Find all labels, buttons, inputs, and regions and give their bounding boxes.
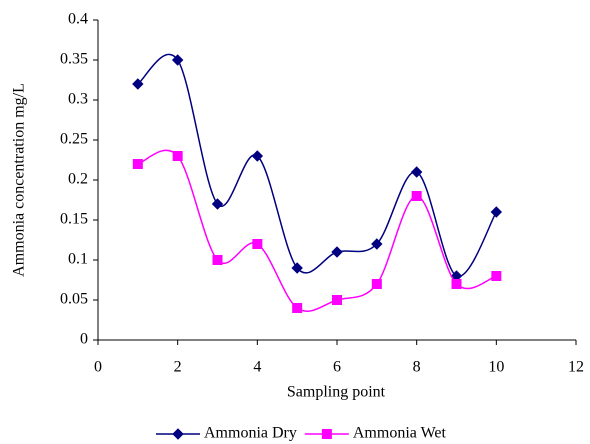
marker xyxy=(331,246,343,258)
marker xyxy=(132,159,143,169)
y-tick-label: 0.3 xyxy=(68,91,88,108)
marker xyxy=(491,271,502,281)
y-tick-label: 0.25 xyxy=(60,131,88,148)
x-tick-label: 8 xyxy=(413,359,421,376)
series-line xyxy=(137,53,497,277)
y-tick-label: 0.1 xyxy=(68,251,88,268)
marker xyxy=(172,151,183,161)
marker xyxy=(411,191,422,201)
marker xyxy=(212,255,223,265)
marker xyxy=(251,150,264,162)
x-tick-label: 12 xyxy=(568,359,584,376)
x-axis-label: Sampling point xyxy=(287,384,386,401)
marker xyxy=(371,279,382,289)
x-tick-label: 4 xyxy=(253,359,261,376)
marker xyxy=(292,303,303,313)
marker xyxy=(332,295,342,305)
y-tick-label: 0.15 xyxy=(60,211,88,228)
marker xyxy=(321,429,332,439)
series-line xyxy=(137,149,497,312)
marker xyxy=(132,78,144,90)
y-tick-label: 0.35 xyxy=(60,51,88,68)
x-tick-label: 6 xyxy=(333,359,341,376)
y-tick-label: 0.4 xyxy=(68,11,88,28)
marker xyxy=(172,428,184,440)
marker xyxy=(410,166,423,178)
x-tick-label: 2 xyxy=(174,359,182,376)
legend-label: Ammonia Wet xyxy=(353,425,447,442)
marker xyxy=(291,262,303,274)
y-axis-label: Ammonia concentration mg/L xyxy=(11,83,28,277)
marker xyxy=(451,279,462,289)
y-tick-label: 0.05 xyxy=(60,291,88,308)
marker xyxy=(371,238,383,250)
marker xyxy=(490,206,503,218)
x-tick-label: 0 xyxy=(94,359,102,376)
y-tick-label: 0.2 xyxy=(68,171,88,188)
marker xyxy=(252,239,263,249)
x-tick-label: 10 xyxy=(488,359,504,376)
marker xyxy=(171,54,184,66)
marker xyxy=(211,198,224,210)
y-tick-label: 0 xyxy=(80,331,88,348)
legend-label: Ammonia Dry xyxy=(204,425,297,442)
